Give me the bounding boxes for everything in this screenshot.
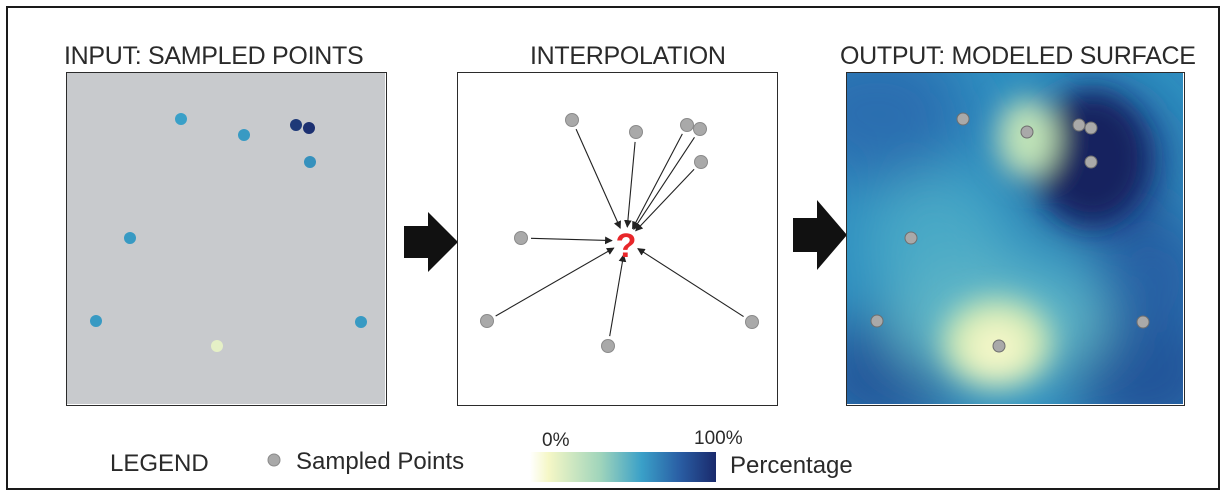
sampled-point-legend-icon [267,453,281,467]
input-points-plot [67,73,385,404]
interpolation-arrow [635,168,695,232]
unknown-value-question-mark: ? [616,227,637,265]
sampled-point-colored [290,119,302,131]
arrow-right-icon [793,200,847,270]
scale-max-label: 100% [694,428,743,449]
interpolation-panel: ? [457,72,778,406]
sampled-point-colored [355,316,367,328]
input-title: INPUT: SAMPLED POINTS [64,42,364,70]
color-scale-bar [530,452,716,482]
legend-sampled-points-label: Sampled Points [296,448,465,475]
input-panel [66,72,387,406]
interpolation-arrow [530,236,613,245]
sampled-point-grey [1084,121,1098,135]
sampled-point-grey [1084,155,1098,169]
interpolation-arrow [637,248,744,318]
sampled-point-grey [565,113,579,127]
interpolation-arrow [609,254,627,337]
scale-name-label: Percentage [730,452,853,479]
interpolation-arrow [495,247,615,317]
interpolation-arrow [632,133,683,230]
sampled-point-grey [870,314,884,328]
sampled-point-grey [904,231,918,245]
sampled-point-colored [238,129,250,141]
sampled-point-grey [629,125,643,139]
sampled-point-colored [304,156,316,168]
sampled-point-grey [745,315,759,329]
arrow-right-icon [404,212,458,272]
sampled-point-grey [601,339,615,353]
output-panel [846,72,1185,406]
sampled-point-colored [90,315,102,327]
sampled-point-colored [175,113,187,125]
sampled-point-colored [211,340,223,352]
sampled-point-grey [1072,118,1086,132]
sampled-point-grey [680,118,694,132]
sampled-point-grey [480,314,494,328]
sampled-point-colored [124,232,136,244]
interpolation-arrow [575,128,621,229]
sampled-point-grey [1020,125,1034,139]
input-panel-background [67,73,385,404]
sampled-point-grey [693,122,707,136]
sampled-point-colored [303,122,315,134]
scale-min-label: 0% [542,430,570,451]
output-title: OUTPUT: MODELED SURFACE [840,42,1196,70]
interpolation-arrow [624,141,636,228]
sampled-point-grey [694,155,708,169]
sampled-point-grey [1136,315,1150,329]
sampled-point-grey [956,112,970,126]
legend-title: LEGEND [110,450,209,477]
interpolation-title: INTERPOLATION [530,42,726,70]
sampled-point-grey [514,231,528,245]
modeled-surface-map [847,73,1183,404]
sampled-point-grey [992,339,1006,353]
interpolation-diagram: ? [480,113,759,353]
interpolation-arrow [633,137,695,230]
